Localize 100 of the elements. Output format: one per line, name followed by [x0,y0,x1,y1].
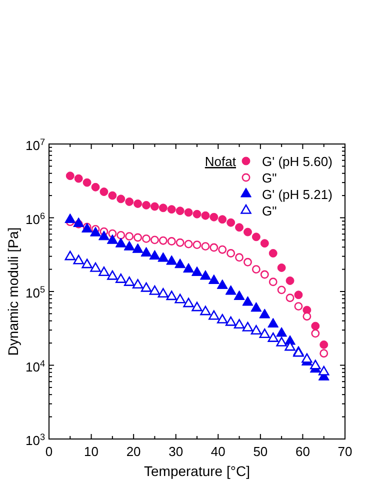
point [174,258,186,268]
point [116,274,126,283]
point [276,336,287,346]
x-tick-label: 0 [45,444,53,459]
point [116,230,126,240]
point [260,239,269,248]
point [260,270,269,279]
point [210,212,218,222]
point [140,246,152,257]
point [90,262,101,272]
legend-title: Nofat [204,154,236,169]
point [276,327,288,337]
point [234,290,245,300]
point [116,194,126,204]
point [201,242,210,251]
point [124,276,135,286]
point [64,213,76,224]
point [268,249,278,258]
point [268,318,279,328]
point [252,265,260,274]
point [184,208,193,217]
point [166,290,177,300]
point [176,238,184,247]
point [74,174,83,183]
point [286,294,294,302]
point [142,200,150,210]
point [244,228,252,236]
point [242,296,254,306]
y-tick-label: 10$^{3}$ [25,432,45,448]
x-tick-label: 40 [210,444,226,459]
point [149,285,160,295]
point [225,316,236,326]
point [310,360,321,370]
point [98,230,110,240]
point [311,322,320,330]
point [259,308,270,318]
point [167,205,176,214]
point [108,191,117,200]
point [167,237,176,246]
x-tick-label: 30 [168,444,184,459]
point [124,240,135,250]
point [82,178,92,187]
point [200,306,211,316]
point [201,211,210,220]
point [106,234,118,244]
x-tick-label: 60 [295,444,310,459]
point [242,322,254,332]
point [132,243,144,253]
point [150,202,159,211]
point [158,252,169,262]
point [142,234,150,243]
legend-label: G" [262,170,278,186]
point [73,217,84,228]
x-tick-label: 10 [84,444,99,459]
y-tick-label: 10$^{5}$ [25,284,45,300]
point [294,302,303,311]
point [226,218,236,227]
point [166,255,178,265]
point [250,302,262,312]
point [225,285,236,295]
point [125,197,134,206]
x-tick-label: 70 [338,444,352,459]
x-tick-label: 50 [253,444,268,459]
point [302,353,312,363]
point [252,232,260,242]
point [100,188,108,196]
point [218,245,227,254]
point [234,319,245,328]
point [134,233,142,242]
point [158,204,168,212]
point [158,288,169,298]
point [183,262,194,273]
point [125,232,134,241]
point [268,332,278,342]
point [235,253,244,262]
point [302,312,312,321]
point [140,282,152,292]
point [176,206,184,216]
point [210,243,218,252]
point [318,366,330,376]
point [226,249,236,258]
point [64,250,76,260]
point [216,279,228,289]
y-tick-label: 10$^{4}$ [25,358,45,374]
point [217,314,228,324]
point [192,302,202,312]
point [90,226,102,236]
point [268,278,278,286]
point [311,329,320,338]
point [208,310,220,320]
point [158,236,168,245]
point [192,240,202,249]
point [174,294,186,304]
y-tick-label: 10$^{7}$ [25,137,45,153]
legend-label: G" [262,204,278,218]
point [191,266,203,276]
x-tick-label: 20 [126,444,141,459]
point [277,286,286,294]
point [208,274,220,284]
point [82,258,92,268]
